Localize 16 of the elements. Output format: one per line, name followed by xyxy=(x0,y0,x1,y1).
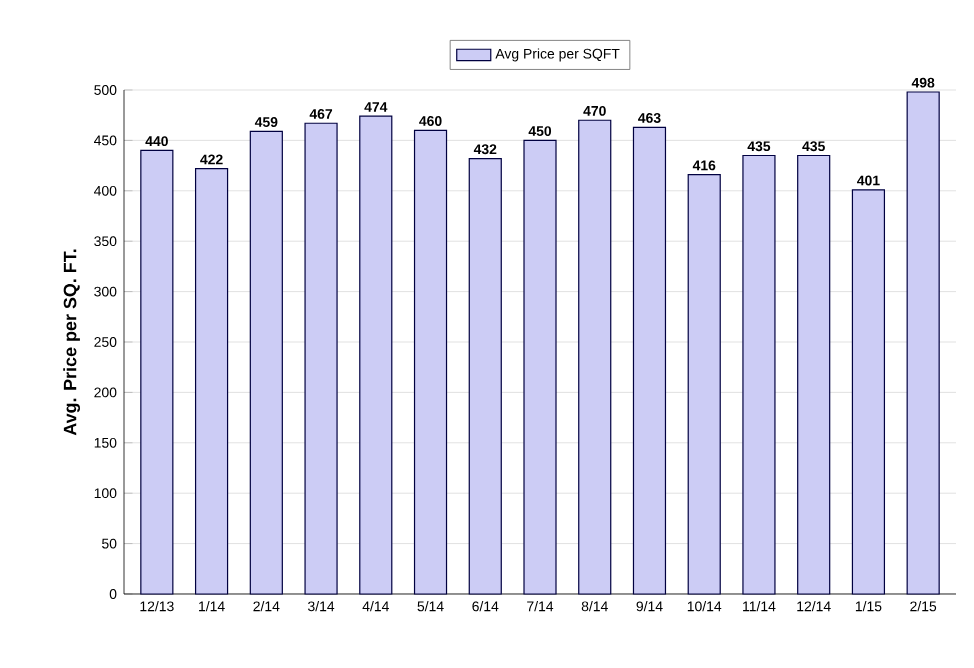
bar xyxy=(304,122,338,595)
y-axis-title: Avg. Price per SQ. FT. xyxy=(63,249,81,436)
bar xyxy=(249,130,283,595)
bar xyxy=(797,154,831,595)
bar xyxy=(140,149,174,595)
bar xyxy=(578,119,612,595)
bar xyxy=(687,174,721,595)
bar xyxy=(194,168,229,595)
bar xyxy=(742,154,776,595)
bar xyxy=(632,126,667,595)
bar xyxy=(468,157,502,595)
bar xyxy=(851,189,886,595)
bar xyxy=(413,129,448,595)
bar xyxy=(906,91,940,595)
bar xyxy=(359,115,393,595)
bar xyxy=(523,139,557,595)
